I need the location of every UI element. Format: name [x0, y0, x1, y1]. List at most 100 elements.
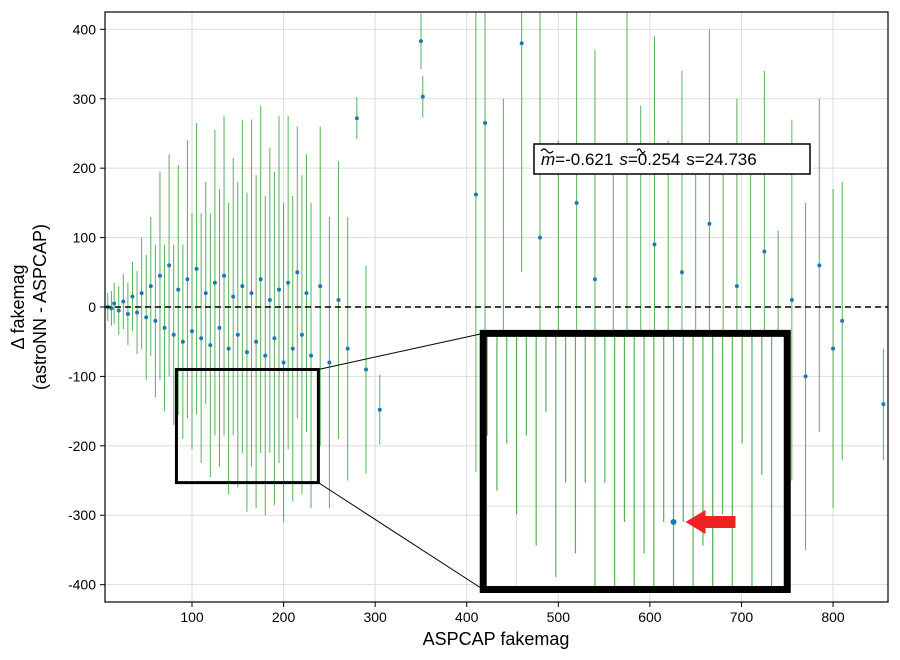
x-tick-label: 200 [272, 609, 296, 625]
zoom-connector-top [318, 332, 484, 370]
data-point [327, 360, 332, 365]
data-point [180, 339, 185, 344]
data-point [135, 310, 140, 315]
stats-mad-value: =0.254 [628, 150, 680, 169]
data-point [290, 346, 295, 351]
data-point [144, 315, 149, 320]
data-point [762, 249, 767, 254]
data-point [148, 284, 153, 289]
data-point [286, 280, 291, 285]
data-point [194, 266, 199, 271]
zoom-inset-background [483, 333, 788, 590]
data-point [157, 273, 162, 278]
data-point [217, 325, 222, 330]
data-point [235, 332, 240, 337]
data-point [267, 298, 272, 303]
stats-std-value: =24.736 [695, 150, 757, 169]
data-point [167, 263, 172, 268]
data-point [309, 353, 314, 358]
stats-median-label: m [541, 150, 555, 169]
data-point [121, 299, 126, 304]
data-point [304, 291, 309, 296]
data-point [420, 94, 425, 99]
zoom-connector-bottom [318, 482, 484, 590]
data-point [208, 343, 213, 348]
data-point [162, 325, 167, 330]
y-tick-label: -400 [68, 577, 96, 593]
y-tick-label: 300 [73, 91, 97, 107]
y-tick-label: 100 [73, 230, 97, 246]
data-point [345, 346, 350, 351]
stats-median-tilde [540, 148, 554, 154]
data-point [817, 263, 822, 268]
data-point [254, 339, 259, 344]
stats-mad-label: s [619, 150, 628, 169]
x-tick-label: 800 [821, 609, 845, 625]
stats-frame [533, 143, 811, 175]
data-point [538, 235, 542, 240]
data-point [116, 308, 121, 313]
data-point [199, 336, 204, 341]
data-point [377, 407, 382, 412]
data-point [354, 116, 359, 121]
x-tick-label: 500 [547, 609, 571, 625]
data-point [258, 277, 263, 282]
data-point [139, 291, 144, 296]
data-point [574, 200, 579, 205]
y-tick-label: -100 [68, 368, 96, 384]
stats-median-value: =-0.621 [555, 150, 613, 169]
data-point [734, 284, 739, 289]
data-point [222, 273, 227, 278]
data-point [336, 298, 341, 303]
stats-std-label: s [686, 150, 695, 169]
data-point [418, 39, 423, 44]
x-axis-ticks: 100 200 300 400 500 600 700 800 [180, 602, 845, 625]
data-point [226, 346, 231, 351]
data-point [318, 284, 323, 289]
x-axis-title: ASPCAP fakemag [423, 629, 570, 649]
data-point [473, 192, 478, 197]
data-point [483, 121, 488, 126]
data-point [171, 332, 176, 337]
data-point [295, 270, 300, 275]
data-point [130, 294, 135, 299]
stats-text: m=-0.621 s=0.254 s=24.736 [541, 150, 757, 169]
data-point [125, 311, 130, 316]
x-tick-label: 300 [363, 609, 387, 625]
x-tick-label: 400 [455, 609, 479, 625]
zoom-inset-content [483, 333, 788, 590]
data-point [190, 329, 194, 334]
highlight-arrow-icon [685, 509, 736, 534]
data-point [789, 298, 794, 303]
y-tick-label: 200 [73, 160, 97, 176]
data-point [231, 294, 236, 299]
data-point [185, 277, 190, 282]
data-point [840, 318, 845, 323]
stats-mad-tilde [636, 148, 646, 154]
data-point [244, 350, 249, 355]
data-point [364, 367, 368, 372]
data-point [831, 346, 836, 351]
data-point [299, 332, 304, 337]
data-point [112, 301, 117, 306]
x-tick-label: 700 [730, 609, 754, 625]
data-point [212, 280, 217, 285]
zoom-indicator [174, 329, 791, 594]
data-point [277, 287, 281, 292]
data-point [707, 221, 712, 226]
highlighted-point [670, 518, 677, 525]
data-point [272, 336, 277, 341]
x-tick-label: 600 [638, 609, 662, 625]
zoom-inset-box [479, 329, 791, 594]
y-tick-label: -300 [68, 507, 96, 523]
data-point [592, 277, 597, 282]
y-axis-ticks: -400 -300 -200 -100 0 100 200 300 400 [68, 21, 105, 593]
data-point [803, 374, 808, 379]
y-axis-title-line1: Δ fakemag [8, 264, 28, 349]
stats-annotation: m=-0.621 s=0.254 s=24.736 [533, 143, 811, 175]
y-axis-title-line2: (astroNN - ASPCAP) [30, 224, 50, 390]
data-point [240, 284, 245, 289]
data-point [881, 402, 886, 407]
data-point [263, 353, 268, 358]
